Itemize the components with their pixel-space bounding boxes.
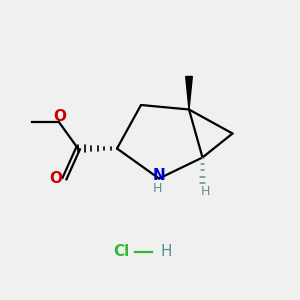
Text: H: H	[161, 244, 172, 260]
Text: H: H	[153, 182, 162, 196]
Text: H: H	[201, 185, 210, 198]
Polygon shape	[186, 76, 192, 110]
Text: Cl: Cl	[113, 244, 130, 260]
Text: N: N	[153, 168, 165, 183]
Text: O: O	[50, 171, 63, 186]
Text: O: O	[53, 109, 67, 124]
